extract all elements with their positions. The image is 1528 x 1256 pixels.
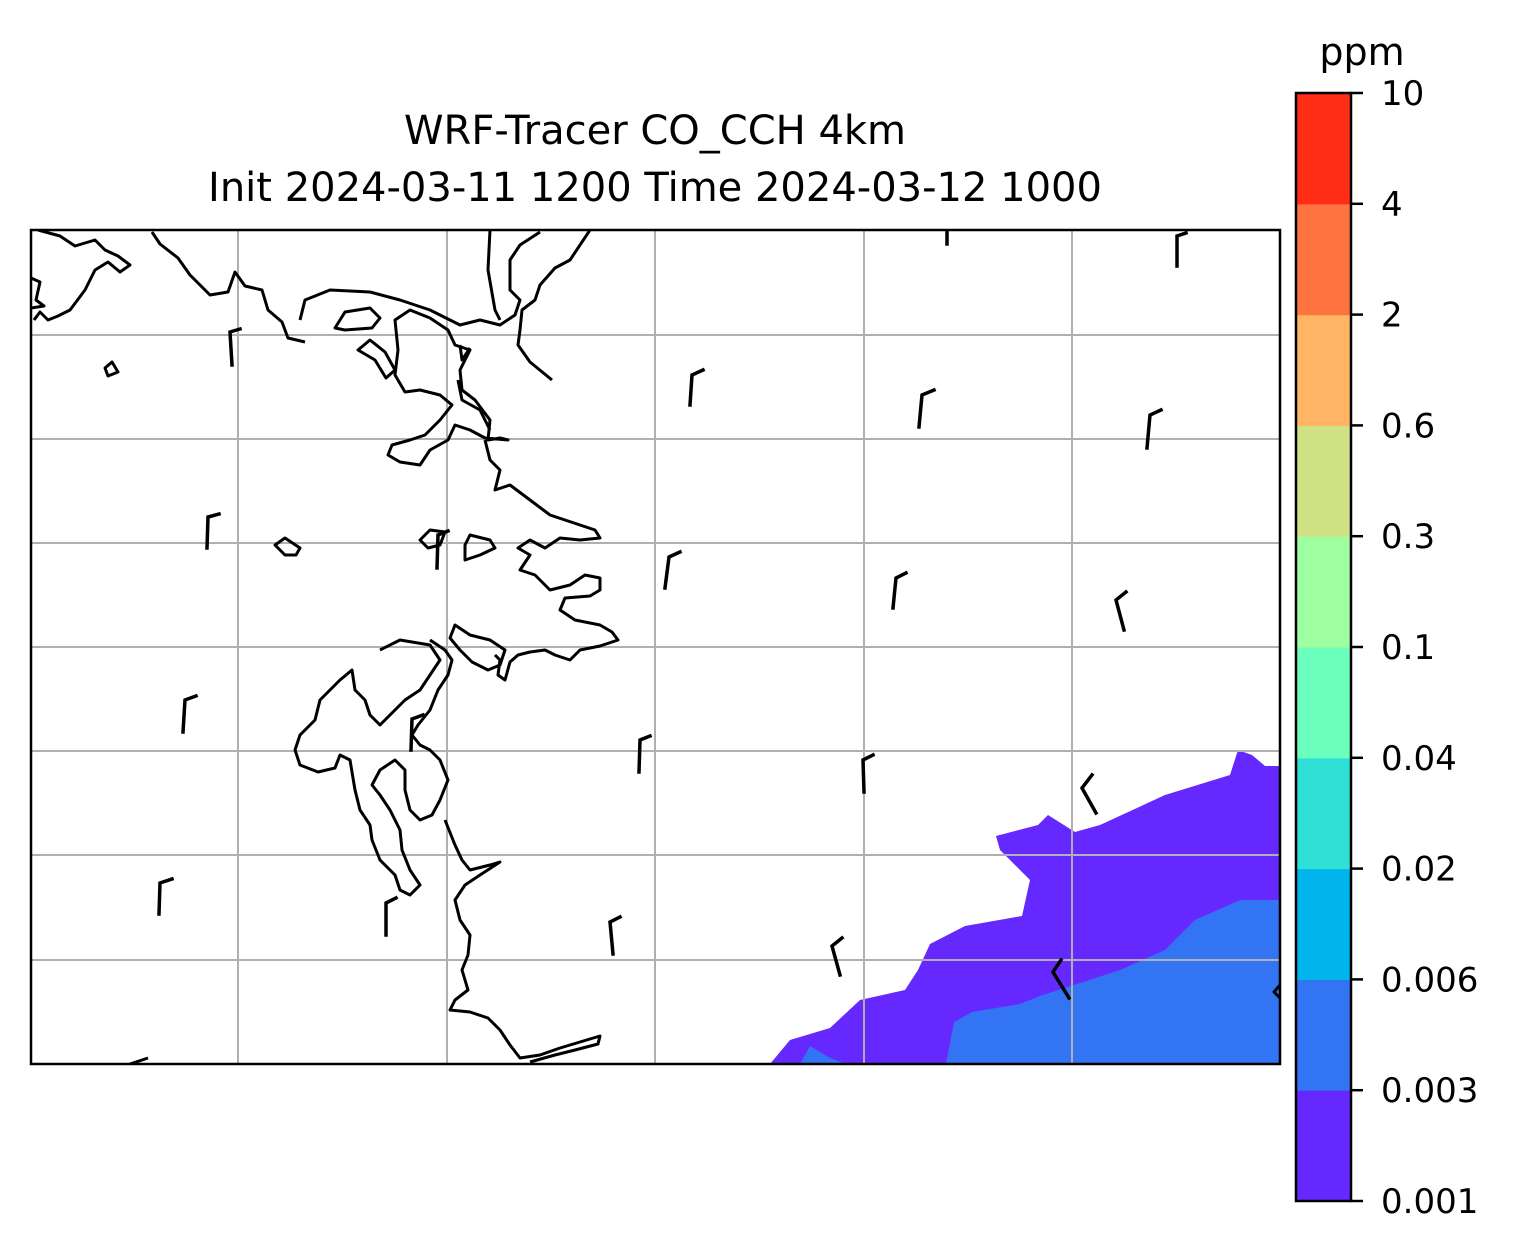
wind-barb bbox=[409, 712, 426, 752]
colorbar-ticks: 0.001 0.003 0.006 0.02 0.04 0.1 0.3 0.6 2 4 10 bbox=[1351, 74, 1478, 1222]
colorbar-band-0.001 bbox=[1296, 1090, 1351, 1202]
wind-barb bbox=[891, 570, 909, 610]
wind-barb bbox=[1079, 772, 1099, 816]
wind-barb bbox=[608, 914, 623, 956]
coastline-islands-mid bbox=[273, 528, 497, 562]
colorbar-tick-label: 10 bbox=[1381, 74, 1424, 114]
coastline-north bbox=[32, 230, 306, 344]
colorbar-band-0.04 bbox=[1296, 647, 1351, 759]
colorbar-tick-label: 0.04 bbox=[1381, 739, 1457, 779]
colorbar-tick-label: 0.006 bbox=[1381, 960, 1478, 1000]
map-area bbox=[31, 230, 1280, 1064]
coastline-river bbox=[456, 344, 492, 431]
colorbar-band-0.1 bbox=[1296, 536, 1351, 648]
wind-barb bbox=[861, 752, 876, 794]
wind-barb bbox=[663, 549, 683, 590]
coastline-south bbox=[443, 819, 602, 1064]
map-frame bbox=[29, 228, 1282, 1066]
wind-barb bbox=[917, 387, 937, 429]
coastlines bbox=[31, 230, 1280, 1064]
colorbar-band-4 bbox=[1296, 93, 1351, 205]
colorbar-band-2 bbox=[1296, 203, 1351, 316]
wind-barb bbox=[157, 876, 175, 916]
coastline-west-notch bbox=[31, 276, 46, 310]
coastline-east-edge bbox=[1272, 984, 1280, 1000]
colorbar: 0.001 0.003 0.006 0.02 0.04 0.1 0.3 0.6 2 4 10 ppm bbox=[1294, 30, 1478, 1222]
colorbar-unit-label: ppm bbox=[1319, 30, 1404, 74]
wind-barb bbox=[435, 528, 451, 570]
coastline-island-small bbox=[103, 360, 120, 378]
colorbar-tick-label: 0.003 bbox=[1381, 1071, 1478, 1111]
coastline-archipelago bbox=[293, 623, 507, 897]
colorbar-tick-label: 0.001 bbox=[1381, 1182, 1478, 1222]
gridlines bbox=[31, 230, 1280, 1064]
coastline-inlet-island bbox=[333, 306, 382, 332]
wind-barbs bbox=[157, 230, 1189, 1001]
tracer-fill-band-0.003 bbox=[800, 900, 1280, 1064]
wind-barb bbox=[1145, 407, 1164, 450]
coastline-peninsula bbox=[356, 308, 510, 467]
wind-barb bbox=[205, 511, 222, 550]
colorbar-band-0.02 bbox=[1296, 757, 1351, 870]
wind-barb bbox=[1175, 230, 1189, 268]
colorbar-band-0.003 bbox=[1296, 979, 1351, 1091]
coastline-bay bbox=[298, 230, 592, 382]
colorbar-tick-label: 0.02 bbox=[1381, 850, 1457, 890]
colorbar-tick-label: 4 bbox=[1381, 185, 1403, 225]
wind-barb bbox=[637, 733, 653, 774]
coastline-east-shore bbox=[483, 439, 620, 682]
colorbar-band-0.3 bbox=[1296, 425, 1351, 537]
wind-barb bbox=[384, 895, 399, 937]
colorbar-tick-label: 0.1 bbox=[1381, 628, 1435, 668]
wind-barb bbox=[830, 935, 845, 978]
wind-barb bbox=[1114, 589, 1129, 633]
wind-barb bbox=[1050, 957, 1072, 1001]
map-title-line-2: Init 2024-03-11 1200 Time 2024-03-12 100… bbox=[208, 165, 1102, 211]
colorbar-tick-label: 2 bbox=[1381, 296, 1403, 336]
colorbar-tick-label: 0.6 bbox=[1381, 406, 1435, 446]
wind-barb bbox=[688, 367, 706, 407]
colorbar-tick-label: 0.3 bbox=[1381, 517, 1435, 557]
colorbar-bands bbox=[1296, 93, 1351, 1202]
map-title-line-1: WRF-Tracer CO_CCH 4km bbox=[403, 108, 907, 154]
wind-barb bbox=[228, 326, 243, 367]
colorbar-band-0.006 bbox=[1296, 868, 1351, 980]
wind-barb bbox=[181, 693, 199, 734]
colorbar-band-0.6 bbox=[1296, 314, 1351, 426]
